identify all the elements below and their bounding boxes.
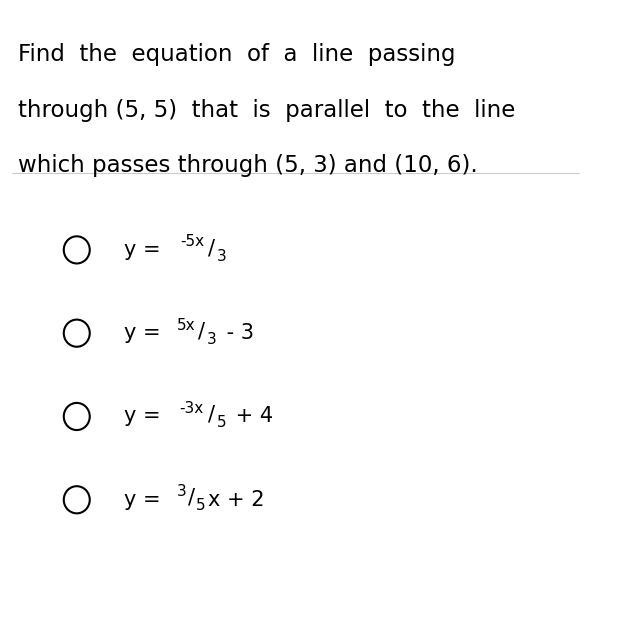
Text: -3x: -3x (179, 401, 203, 416)
Text: through (5, 5)  that  is  parallel  to  the  line: through (5, 5) that is parallel to the l… (18, 99, 515, 122)
Text: y =: y = (124, 407, 167, 426)
Text: /: / (188, 488, 195, 508)
Text: 5: 5 (196, 499, 206, 513)
Text: Find  the  equation  of  a  line  passing: Find the equation of a line passing (18, 43, 455, 66)
Text: /: / (209, 405, 215, 424)
Text: x + 2: x + 2 (208, 490, 265, 510)
Text: + 4: + 4 (229, 407, 273, 426)
Text: y =: y = (124, 240, 167, 260)
Text: /: / (198, 321, 206, 341)
Text: 3: 3 (177, 484, 187, 499)
Text: -5x: -5x (180, 234, 204, 249)
Text: - 3: - 3 (220, 323, 254, 343)
Text: /: / (208, 238, 215, 258)
Text: 5x: 5x (177, 318, 196, 333)
Text: which passes through (5, 3) and (10, 6).: which passes through (5, 3) and (10, 6). (18, 154, 478, 177)
Text: 3: 3 (207, 332, 216, 347)
Text: 5: 5 (217, 415, 226, 430)
Text: y =: y = (124, 323, 167, 343)
Text: 3: 3 (217, 249, 227, 263)
Text: y =: y = (124, 490, 167, 510)
